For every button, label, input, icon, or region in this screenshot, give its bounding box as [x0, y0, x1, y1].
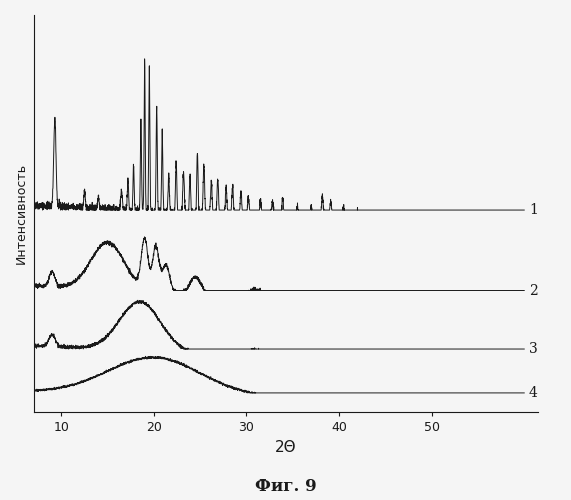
Y-axis label: Интенсивность: Интенсивность	[15, 163, 28, 264]
Text: 2: 2	[529, 284, 538, 298]
Text: 3: 3	[529, 342, 538, 356]
X-axis label: 2Θ: 2Θ	[275, 440, 297, 455]
Text: Фиг. 9: Фиг. 9	[255, 478, 316, 495]
Text: 4: 4	[529, 386, 538, 400]
Text: 1: 1	[529, 203, 538, 217]
